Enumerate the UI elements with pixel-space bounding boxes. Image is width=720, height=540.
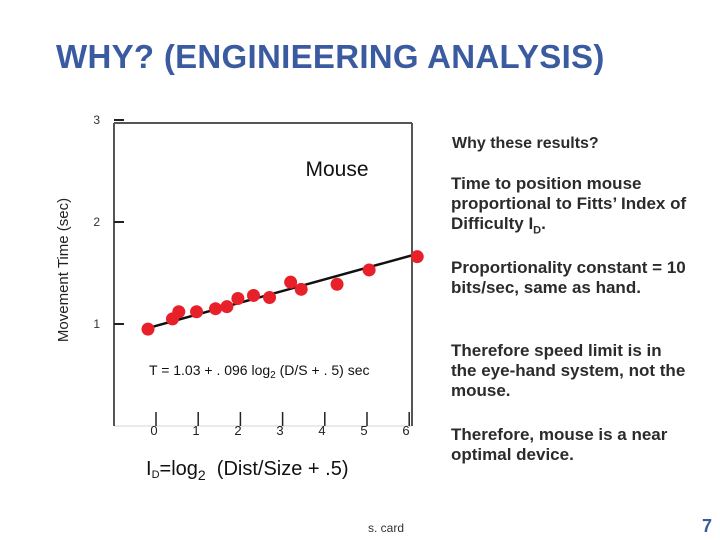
x-tick-label-3: 3 [276,423,283,438]
data-point-0 [141,322,155,336]
data-points [141,250,424,336]
x-axis-label-two: 2 [197,467,206,483]
y-axis-label: Movement Time (sec) [55,198,72,342]
x-tick-label-0: 0 [150,423,157,438]
footer-credit: s. card [368,521,405,535]
page-number: 7 [702,516,713,536]
formula-sub: 2 [270,370,276,381]
x-axis-ticks: 0 1 2 3 4 5 6 [150,412,410,438]
data-point-4 [209,302,223,316]
fit-line-group [147,252,419,330]
point-constant: Proportionality constant = 10 bits/sec, … [451,258,686,297]
question-text: Why these results? [452,135,599,152]
x-tick-label-1: 1 [192,423,199,438]
data-point-12 [362,263,376,277]
point-fitts-suffix: . [541,214,546,233]
data-point-11 [330,277,344,291]
y-axis-ticks: 1 2 3 [93,113,124,331]
data-point-2 [172,305,186,319]
data-point-6 [231,292,245,305]
x-axis-label-rest: (Dist/Size + .5) [205,458,349,480]
x-tick-label-4: 4 [318,423,325,438]
data-point-5 [220,300,234,314]
y-tick-label-2: 2 [93,215,100,229]
regression-formula: T = 1.03 + . 096 log2 (D/S + . 5) sec [149,362,369,381]
data-point-7 [247,288,260,302]
point-fitts-text: Time to position mouse proportional to F… [451,174,687,233]
x-axis-label-i: I [146,458,152,480]
point-optimal: Therefore, mouse is a near optimal devic… [451,425,668,464]
data-point-3 [190,305,204,319]
y-tick-label-1: 1 [93,317,100,331]
x-axis-label: ID=log2 (Dist/Size + .5) [146,458,349,483]
data-point-10 [294,282,308,296]
data-point-8 [263,290,277,304]
data-point-13 [410,250,424,264]
formula-rest: (D/S + . 5) sec [275,362,370,378]
data-point-9 [284,275,298,289]
chart-axes [113,122,413,427]
x-tick-label-5: 5 [360,423,367,438]
x-axis-label-sub: D [151,469,160,481]
point-fitts-sub: D [533,224,542,237]
x-tick-label-2: 2 [234,423,241,438]
y-tick-label-3: 3 [93,113,100,127]
slide-title: WHY? (ENGINIEERING ANALYSIS) [56,38,605,75]
fit-line [147,252,419,330]
point-fitts: Time to position mouse proportional to F… [451,174,691,240]
formula-main: T = 1.03 + . 096 log [149,362,271,378]
series-label-mouse: Mouse [305,158,368,181]
point-speed-limit: Therefore speed limit is in the eye-hand… [451,341,686,400]
x-axis-label-eq: =log [159,458,198,480]
x-tick-label-6: 6 [402,423,409,438]
